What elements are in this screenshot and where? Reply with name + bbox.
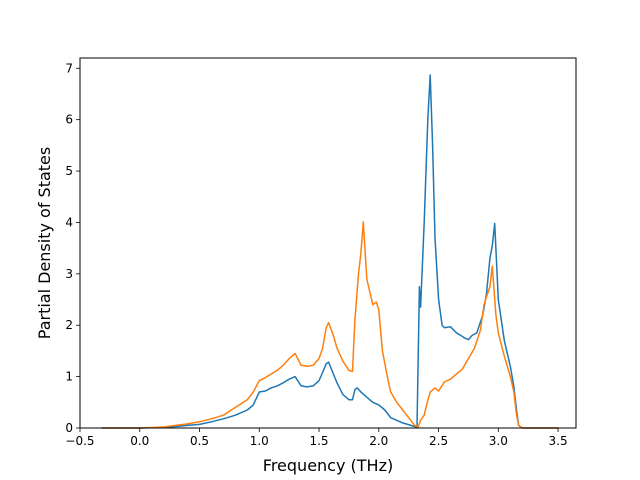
plot-frame bbox=[79, 57, 577, 429]
series-layer bbox=[101, 74, 559, 429]
y-tick-label: 7 bbox=[65, 61, 73, 75]
y-tick-label: 2 bbox=[65, 318, 73, 332]
x-tick-label: 0.0 bbox=[130, 434, 149, 448]
x-axis-label: Frequency (THz) bbox=[263, 456, 393, 475]
x-tick-label: 2.5 bbox=[429, 434, 448, 448]
x-tick-label: 1.5 bbox=[309, 434, 328, 448]
series-line-2 bbox=[101, 221, 559, 429]
x-tick-label: −0.5 bbox=[65, 434, 94, 448]
y-tick-label: 3 bbox=[65, 267, 73, 281]
x-tick-label: 3.0 bbox=[489, 434, 508, 448]
y-tick-label: 4 bbox=[65, 215, 73, 229]
x-tick-label: 1.0 bbox=[250, 434, 269, 448]
y-axis-label: Partial Density of States bbox=[35, 147, 54, 339]
x-tick-label: 2.0 bbox=[369, 434, 388, 448]
y-tick-label: 5 bbox=[65, 164, 73, 178]
y-tick-label: 1 bbox=[65, 370, 73, 384]
x-tick-label: 0.5 bbox=[190, 434, 209, 448]
y-tick-label: 0 bbox=[65, 421, 73, 435]
y-axis-ticks: 0 1 2 3 4 5 6 7 bbox=[65, 61, 80, 435]
x-tick-label: 3.5 bbox=[549, 434, 568, 448]
y-tick-label: 6 bbox=[65, 113, 73, 127]
x-axis-ticks: −0.5 0.0 0.5 1.0 1.5 2.0 2.5 3.0 3.5 bbox=[65, 428, 568, 448]
